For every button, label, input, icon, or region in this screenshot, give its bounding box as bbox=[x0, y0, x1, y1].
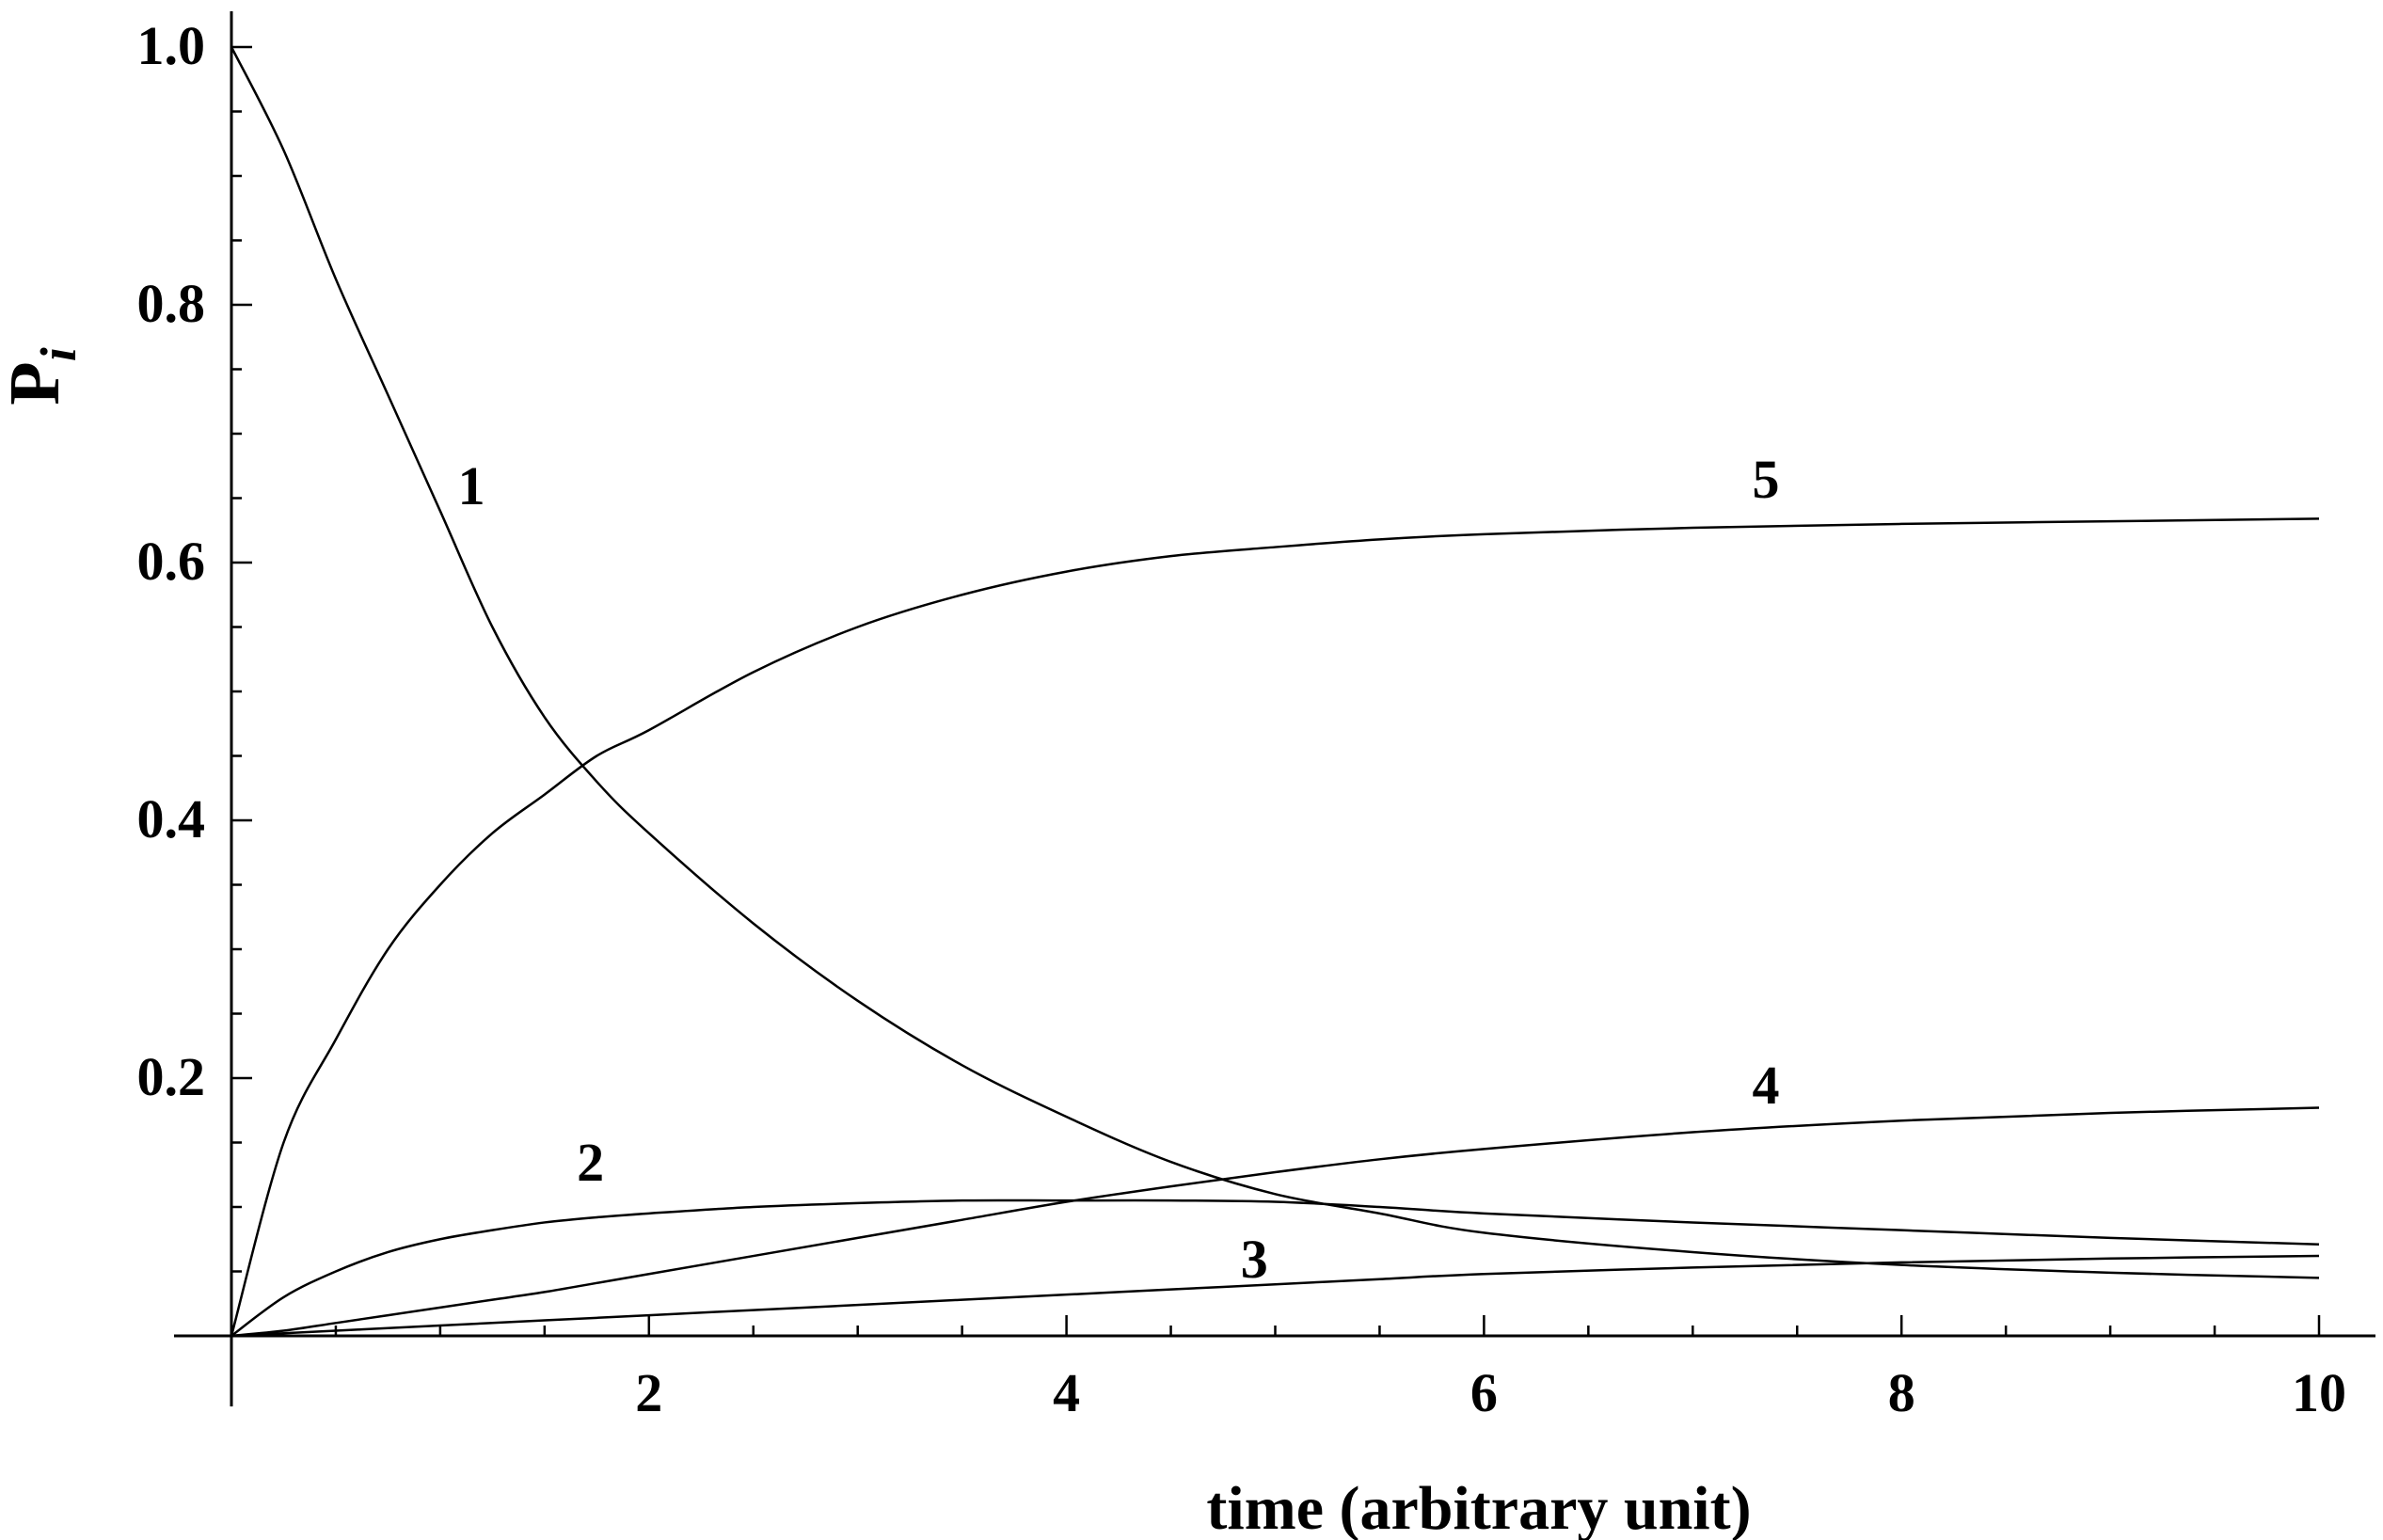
x-tick-label: 10 bbox=[2292, 1362, 2346, 1423]
curve-label-4: 4 bbox=[1752, 1055, 1779, 1116]
series-line-4 bbox=[230, 1106, 2320, 1338]
curve-label-1: 1 bbox=[458, 455, 485, 516]
svg-text:Pi: Pi bbox=[0, 347, 87, 405]
axes bbox=[174, 11, 2375, 1406]
y-tick-label: 0.6 bbox=[137, 531, 206, 592]
curve-label-2: 2 bbox=[577, 1132, 604, 1193]
y-axis-title-main: P bbox=[0, 361, 74, 405]
series-group bbox=[230, 46, 2320, 1338]
series-line-5 bbox=[230, 517, 2320, 1337]
y-axis-title-subscript: i bbox=[30, 347, 87, 361]
series-line-1 bbox=[230, 46, 2320, 1279]
curve-label-3: 3 bbox=[1241, 1229, 1268, 1290]
x-axis-title: time (arbitrary unit) bbox=[1206, 1474, 1751, 1540]
y-tick-label: 1.0 bbox=[137, 15, 206, 76]
x-tick-label: 8 bbox=[1888, 1362, 1915, 1423]
curve-label-5: 5 bbox=[1752, 449, 1779, 510]
curve-labels: 1 2 3 4 5 bbox=[458, 449, 1780, 1290]
x-tick-label: 6 bbox=[1470, 1362, 1498, 1423]
series-line-3 bbox=[230, 1254, 2320, 1338]
y-tick-label: 0.2 bbox=[137, 1046, 206, 1107]
x-tick-label: 4 bbox=[1053, 1362, 1080, 1423]
y-axis-title: Pi bbox=[0, 347, 87, 405]
x-tick-label: 2 bbox=[635, 1362, 662, 1423]
y-tick-label: 0.8 bbox=[137, 273, 206, 334]
series-line-2 bbox=[230, 1199, 2320, 1338]
ticks bbox=[231, 45, 2321, 1336]
tick-labels: 2 4 6 8 10 0.2 0.4 0.6 0.8 1.0 bbox=[137, 15, 2347, 1423]
y-tick-label: 0.4 bbox=[137, 788, 206, 849]
